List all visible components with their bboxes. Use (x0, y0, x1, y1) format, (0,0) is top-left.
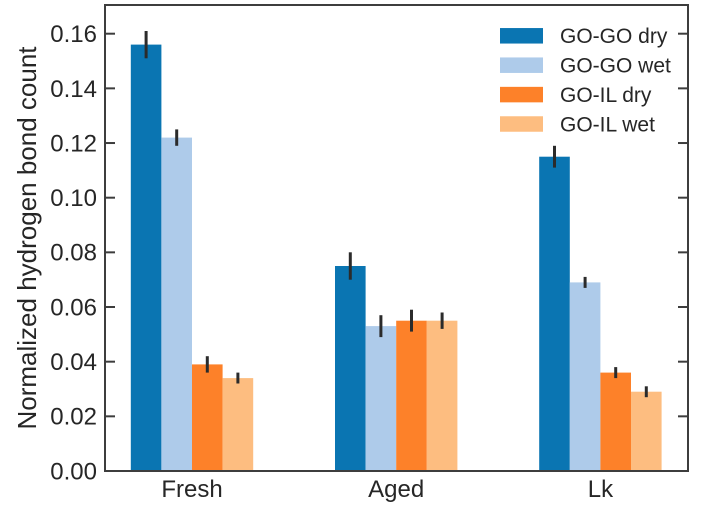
bar (600, 372, 631, 471)
bar (365, 326, 397, 471)
x-tick-label: Fresh (161, 476, 222, 503)
y-axis-label: Normalized hydrogen bond count (12, 46, 42, 430)
bar (396, 320, 427, 471)
bar (222, 378, 254, 471)
bar (539, 156, 570, 471)
y-tick-label: 0.08 (50, 240, 97, 267)
x-tick-label: Aged (368, 476, 424, 503)
bar (335, 266, 366, 471)
bar (130, 44, 162, 471)
legend-label: GO-GO dry (560, 25, 668, 48)
bar (569, 282, 601, 471)
legend-swatch (500, 28, 543, 44)
legend-swatch (500, 86, 543, 103)
y-tick-label: 0.06 (50, 294, 97, 321)
legend-label: GO-GO wet (560, 55, 671, 78)
y-tick-label: 0.16 (50, 21, 97, 48)
y-tick-label: 0.12 (50, 130, 97, 157)
y-tick-label: 0.02 (50, 404, 97, 431)
bar (161, 137, 192, 471)
legend-swatch (500, 57, 543, 73)
plot-border (104, 4, 689, 472)
x-tick-label: Lk (588, 476, 614, 503)
y-tick-label: 0.10 (50, 185, 97, 212)
bar (192, 364, 223, 471)
legend-swatch (500, 116, 543, 132)
y-tick-label: 0.00 (50, 458, 97, 485)
legend-label: GO-IL wet (560, 113, 655, 136)
legend-label: GO-IL dry (560, 84, 652, 107)
y-tick-label: 0.14 (50, 76, 97, 103)
bar (426, 320, 458, 471)
bar (631, 391, 662, 471)
y-tick-label: 0.04 (50, 349, 97, 376)
